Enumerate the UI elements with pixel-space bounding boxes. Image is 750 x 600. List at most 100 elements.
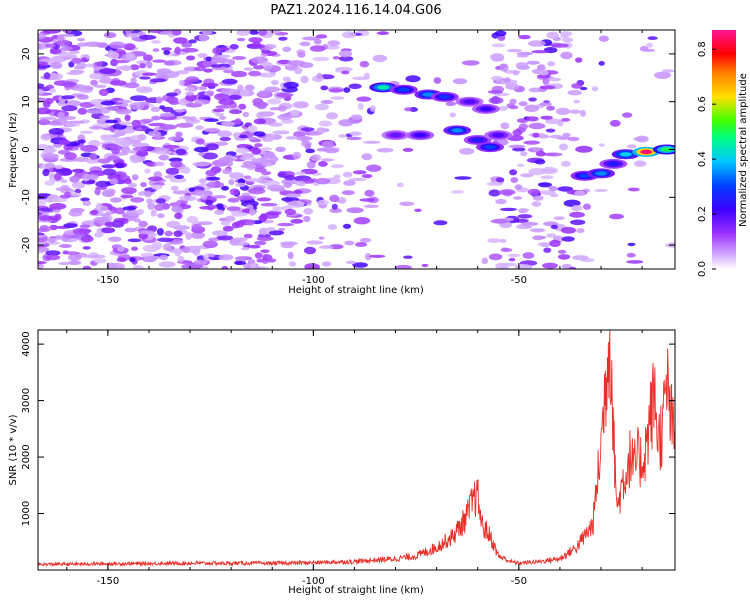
spectrogram-speckle [321,140,335,149]
spectrogram-speckle [194,259,208,266]
spectrogram-speckle [121,187,137,194]
spectrogram-speckle [248,30,259,35]
spectrogram-speckle [214,209,225,215]
colorbar-tick-label: 0.8 [697,41,708,57]
spectrogram-speckle [329,208,343,214]
spectrogram-speckle [171,205,183,213]
spectrogram-speckle [560,51,573,60]
spectrogram-speckle [500,247,513,252]
spectrogram-speckle [278,227,286,232]
spectrogram-speckle [171,30,182,36]
spectrogram-speckle [266,258,277,263]
spectrogram-speckle [269,107,282,111]
spectrogram-speckle [152,48,160,52]
spectrogram-speckle [260,202,278,207]
spectrogram-speckle [43,30,61,34]
spectrogram-speckle [144,168,151,174]
spectrogram-speckle [150,212,157,217]
spectrogram-speckle [38,249,46,254]
spectrogram-speckle [101,143,119,149]
spectrogram-speckle [99,68,116,75]
spectrogram-speckle [38,107,51,115]
spectrogram-speckle [140,118,154,123]
spectrogram-speckle [38,119,51,126]
snr-line [38,330,675,568]
spectrogram-speckle [115,108,132,115]
spectrogram-feature-core [438,94,451,100]
spectrogram-speckle [540,115,553,120]
spectrogram-xtick-label: -150 [97,275,120,286]
spectrogram-speckle [252,266,269,269]
spectrogram-speckle [70,57,83,64]
spectrogram-speckle [228,94,242,100]
spectrogram-speckle [90,79,98,86]
spectrogram-speckle [633,160,647,167]
spectrogram-speckle [353,217,371,225]
spectrogram-speckle [343,180,356,186]
spectrogram-speckle [150,184,163,190]
snr-frame [37,329,676,571]
spectrogram-speckle [243,175,252,180]
spectrogram-speckle [352,170,367,175]
spectrogram-speckle [524,104,540,113]
spectrogram-speckle [205,56,212,62]
spectrogram-speckle [302,36,319,41]
spectrogram-speckle [251,147,262,155]
spectrogram-speckle [321,261,332,267]
spectrogram-speckle [350,114,363,120]
spectrogram-speckle [89,73,104,80]
spectrogram-speckle [270,79,279,86]
spectrogram-speckle [200,192,208,200]
spectrogram-speckle [151,115,161,121]
spectrogram-feature-core [640,149,653,155]
spectrogram-speckle [57,34,65,42]
spectrogram-speckle [433,77,442,84]
spectrogram-speckle [215,105,233,109]
spectrogram-speckle [254,252,263,259]
spectrogram-speckle [543,247,552,253]
spectrogram-speckle [82,246,91,250]
spectrogram-speckle [181,263,196,269]
spectrogram-speckle [195,125,205,130]
spectrogram-speckle [105,119,118,124]
spectrogram-speckle [272,130,290,135]
spectrogram-speckle [514,184,523,190]
spectrogram-speckle [540,166,558,175]
spectrogram-speckle [212,230,228,237]
spectrogram-speckle [270,30,281,34]
spectrogram-speckle [570,219,586,226]
spectrogram-speckle [553,216,565,221]
spectrogram-feature-core [660,147,673,152]
spectrogram-speckle [539,102,552,107]
spectrogram-speckle [303,246,317,255]
spectrogram-speckle [339,50,353,58]
spectrogram-speckle [249,43,266,49]
spectrogram-speckle [44,180,55,186]
spectrogram-speckle [227,197,240,203]
spectrogram-speckle [258,72,276,78]
spectrogram-speckle [510,177,519,184]
spectrogram-speckle [575,57,583,63]
spectrogram-speckle [300,127,315,132]
spectrogram-speckle [59,139,70,146]
spectrogram-speckle [361,153,373,161]
spectrogram-speckle [635,135,649,143]
spectrogram-speckle [93,258,107,264]
spectrogram-speckle [245,178,264,183]
spectrogram-speckle [548,185,558,192]
spectrogram-speckle [174,46,181,55]
spectrogram-speckle [520,173,534,178]
spectrogram-speckle [234,118,242,124]
spectrogram-speckle [188,187,195,192]
spectrogram-speckle [609,213,624,220]
spectrogram-speckle [194,66,207,72]
spectrogram-speckle [80,235,94,243]
spectrogram-speckle [82,254,99,259]
spectrogram-speckle [49,203,67,210]
spectrogram-speckle [194,99,211,105]
spectrogram-speckle [188,39,197,44]
spectrogram-speckle [249,208,256,216]
spectrogram-speckle [512,218,529,223]
spectrogram-speckle [252,65,265,70]
